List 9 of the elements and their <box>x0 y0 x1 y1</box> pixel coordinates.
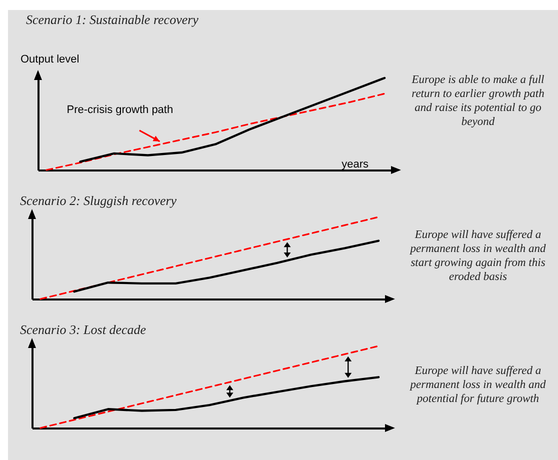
chart-title: Scenario 3: Lost decade <box>20 322 146 338</box>
text: Pre-crisis growth path <box>66 104 174 116</box>
text: Europe will have suffered a permanent loss in wealth and potential for future growth <box>408 364 547 406</box>
y-axis-title: Output level <box>20 54 80 66</box>
chart-title: Scenario 1: Sustainable recovery <box>26 12 199 27</box>
text: Europe is able to make a full return to earlier growth path and raise its potential to go beyond <box>410 72 546 128</box>
chart-title: Scenario 2: Sluggish recovery <box>20 193 177 208</box>
x-axis-title: years <box>342 158 369 170</box>
text: Europe will have suffered a permanent loss in wealth and start growing again from this eroded basis <box>408 228 547 284</box>
